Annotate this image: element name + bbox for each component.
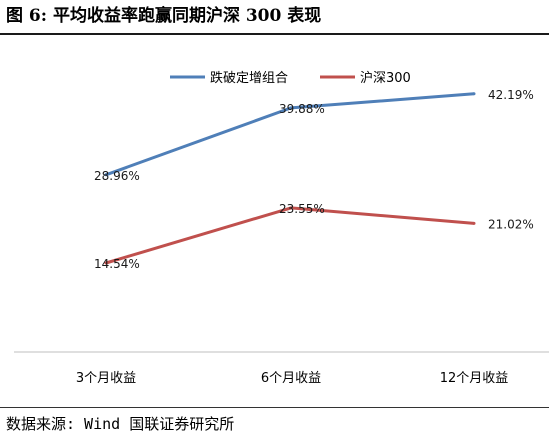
series-line-1	[105, 206, 475, 265]
source-divider	[0, 407, 549, 408]
legend-label-1: 沪深300	[360, 70, 411, 86]
x-tick-label-0: 3个月收益	[76, 371, 136, 386]
title-divider	[0, 33, 549, 35]
data-label-1-0: 14.54%	[94, 257, 140, 271]
data-point-1-2	[472, 221, 476, 225]
data-label-0-1: 39.88%	[279, 102, 325, 116]
data-label-1-1: 23.55%	[279, 202, 325, 216]
data-point-1-0	[104, 261, 108, 265]
x-tick-label-1: 6个月收益	[261, 371, 321, 386]
data-point-0-2	[472, 92, 476, 96]
line-chart: 跌破定增组合 沪深300 28.96% 39.88% 42.19% 14.54% 23.…	[14, 70, 549, 386]
legend-label-0: 跌破定增组合	[210, 70, 288, 86]
figure-title: 图 6: 平均收益率跑赢同期沪深 300 表现	[6, 6, 322, 26]
data-point-1-1	[289, 206, 293, 210]
legend: 跌破定增组合 沪深300	[170, 70, 411, 86]
data-point-0-0	[104, 173, 108, 177]
x-tick-label-2: 12个月收益	[440, 371, 509, 386]
data-point-0-1	[289, 106, 293, 110]
data-label-1-2: 21.02%	[488, 217, 534, 231]
data-label-0-0: 28.96%	[94, 169, 140, 183]
source-note: 数据来源: Wind 国联证券研究所	[6, 415, 235, 433]
plot-area: 28.96% 39.88% 42.19% 14.54% 23.55% 21.02% 3个月收…	[76, 88, 534, 386]
data-label-0-2: 42.19%	[488, 88, 534, 102]
